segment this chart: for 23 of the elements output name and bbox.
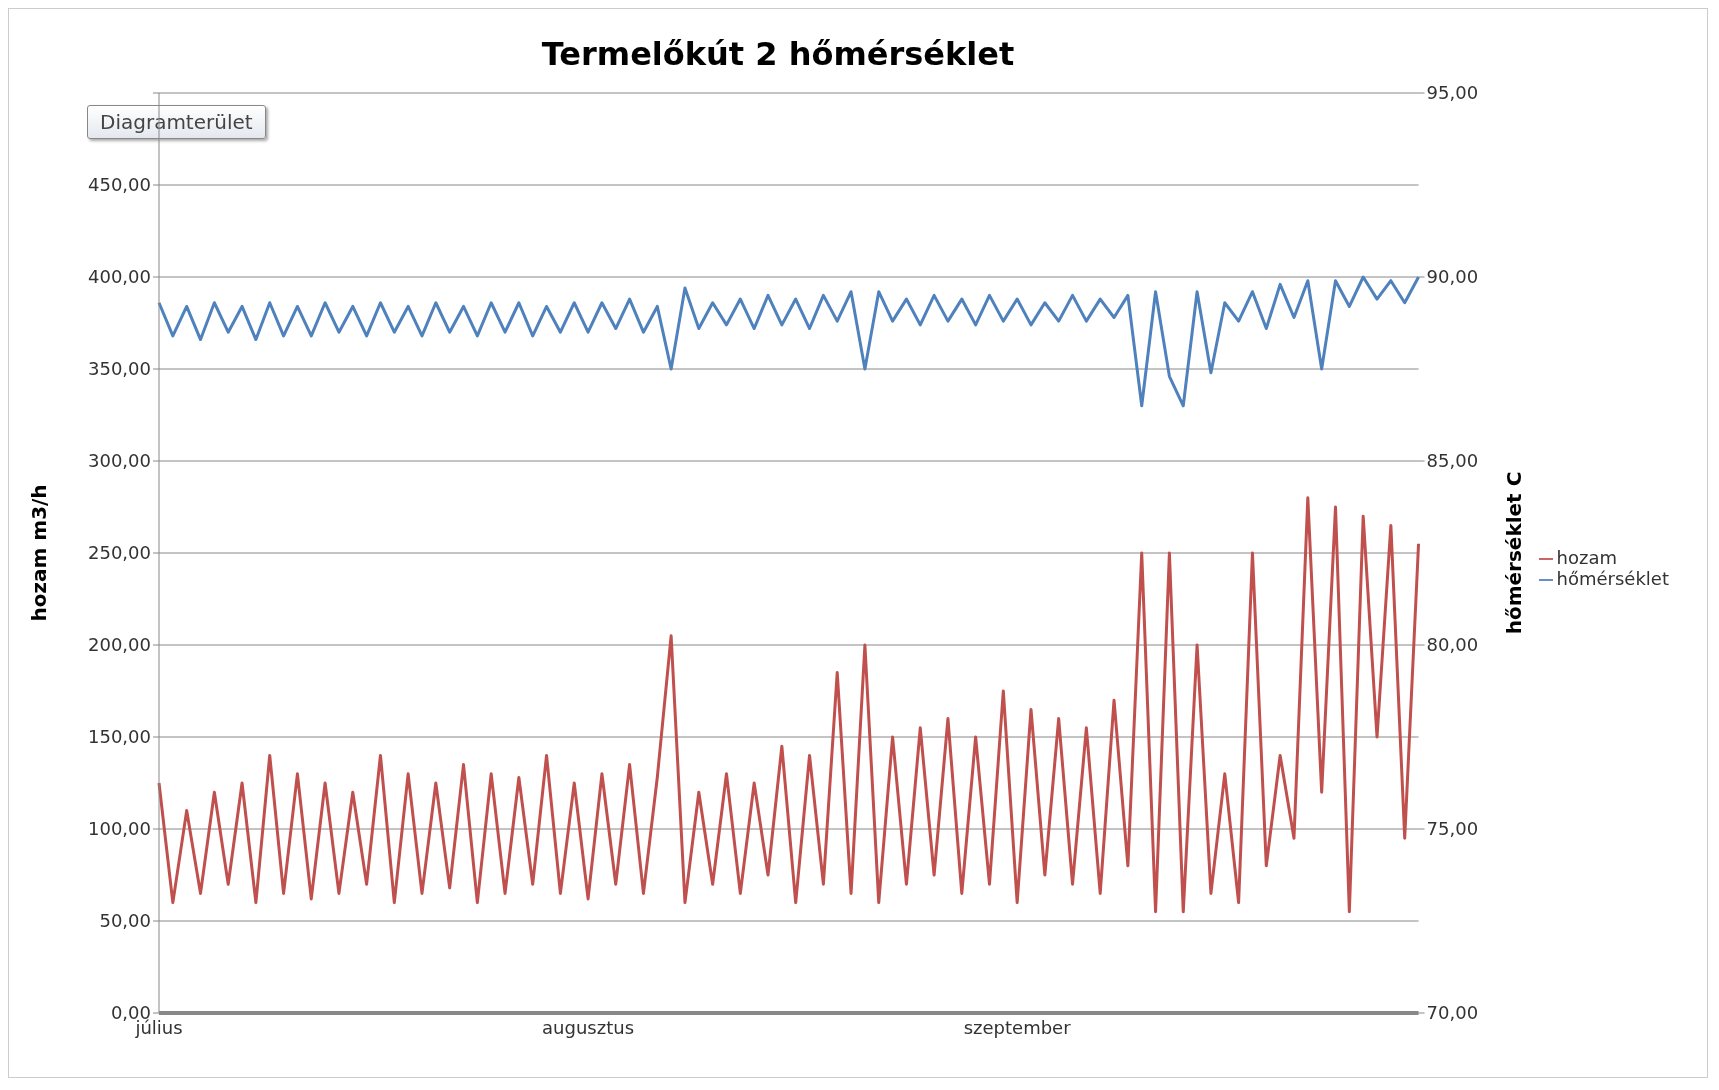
x-tick-label: szeptember (963, 1016, 1072, 1038)
y2-tick-label: 90,00 (1426, 266, 1479, 288)
y-tick-label: 400,00 (88, 266, 151, 288)
legend-label: hozam (1556, 547, 1617, 568)
y2-tick-label: 70,00 (1426, 1002, 1479, 1024)
y-tick-label: 200,00 (88, 634, 151, 656)
y2-axis-title: hőmérséklet C (1501, 471, 1526, 635)
y2-tick-label: 95,00 (1426, 82, 1479, 104)
legend-label: hőmérséklet (1556, 568, 1669, 589)
y-tick-label: 150,00 (88, 726, 151, 748)
y-tick-label: 50,00 (99, 910, 151, 932)
chart-title: Termelőkút 2 hőmérséklet (540, 35, 1016, 73)
x-tick-label: augusztus (542, 1016, 635, 1038)
y-tick-label: 300,00 (88, 450, 151, 472)
annotation: Diagramterület (87, 105, 266, 139)
y-tick-label: 100,00 (88, 818, 151, 840)
y-tick-label: 350,00 (88, 358, 151, 380)
y-tick-label: 250,00 (88, 542, 151, 564)
y2-tick-label: 80,00 (1426, 634, 1479, 656)
y-axis-title: hozam m3/h (27, 484, 52, 622)
y2-tick-label: 85,00 (1426, 450, 1479, 472)
y2-tick-label: 75,00 (1426, 818, 1479, 840)
y-tick-label: 450,00 (88, 174, 151, 196)
